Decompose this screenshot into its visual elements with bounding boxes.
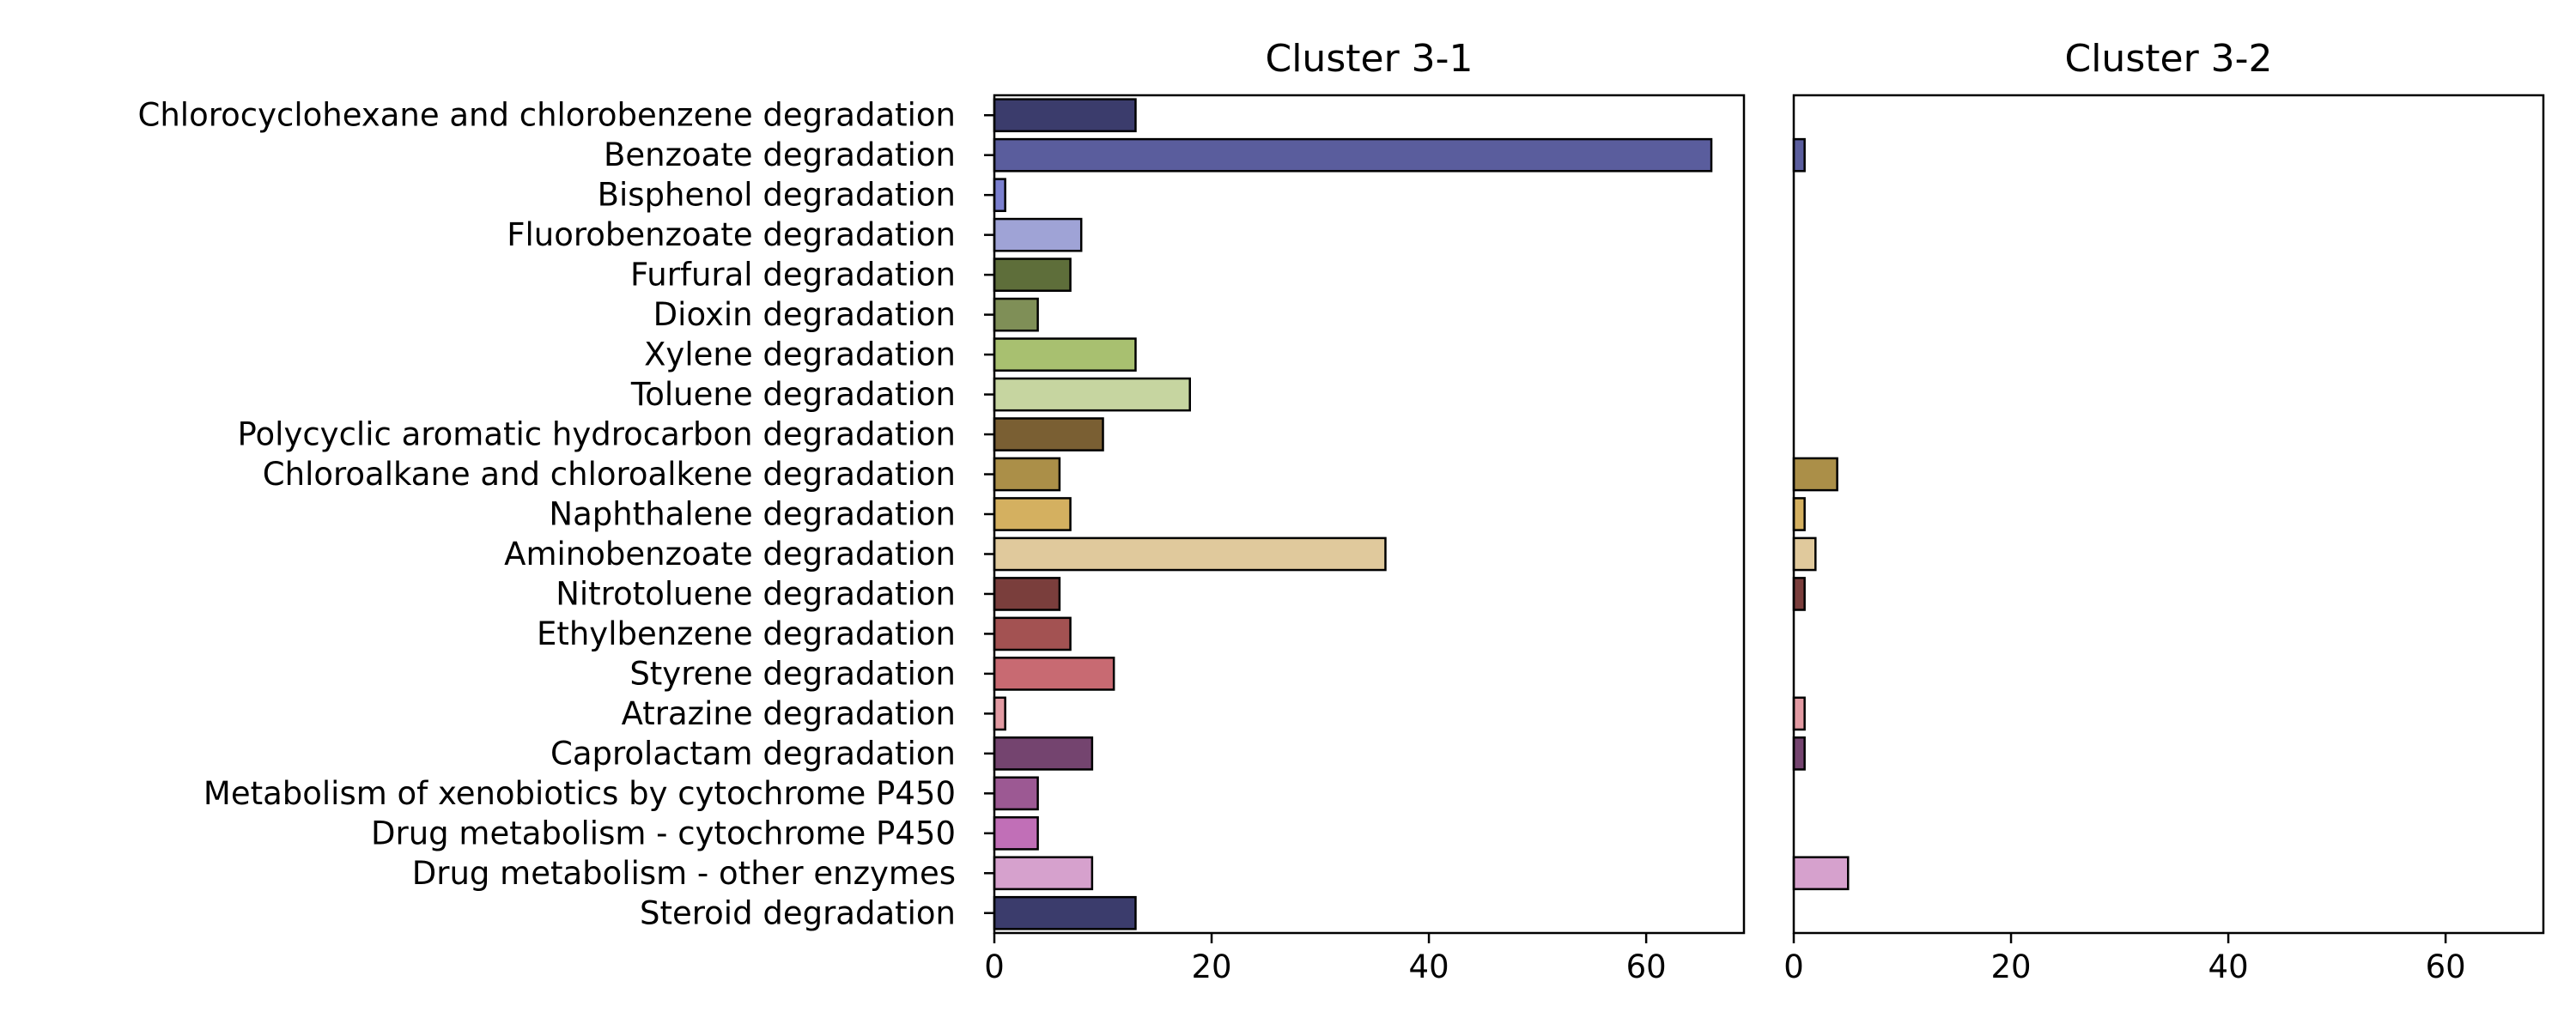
category-label-bisphenol-degradation: Bisphenol degradation xyxy=(598,177,956,214)
bar-fluorobenzoate-degradation xyxy=(993,217,1083,252)
panel-cluster-3-1: Cluster 3-1 0 20 40 60 xyxy=(984,37,1746,985)
bar-toluene-degradation xyxy=(993,377,1191,412)
bar-polycyclic-aromatic-hydrocarbon-degradation xyxy=(993,417,1104,451)
bar-nitrotoluene-degradation xyxy=(1792,577,1806,611)
bar-drug-metabolism-cytochrome-p450 xyxy=(993,815,1039,851)
category-label-drug-metabolism-cytochrome-p450: Drug metabolism - cytochrome P450 xyxy=(371,815,956,851)
category-label-atrazine-degradation: Atrazine degradation xyxy=(622,695,956,732)
panel-cluster-3-2: Cluster 3-2 0 20 40 60 xyxy=(1783,37,2545,985)
category-label-benzoate-degradation: Benzoate degradation xyxy=(604,136,956,173)
category-label-fluorobenzoate-degradation: Fluorobenzoate degradation xyxy=(507,216,956,253)
category-label-furfural-degradation: Furfural degradation xyxy=(630,257,956,294)
category-label-drug-metabolism-other-enzymes: Drug metabolism - other enzymes xyxy=(412,855,956,892)
category-label-styrene-degradation: Styrene degradation xyxy=(629,655,956,692)
x-tick-label: 60 xyxy=(1626,948,1667,985)
bar-naphthalene-degradation xyxy=(993,497,1072,531)
category-label-steroid-degradation: Steroid degradation xyxy=(640,894,956,931)
bar-atrazine-degradation xyxy=(1792,696,1806,731)
bar-ethylbenzene-degradation xyxy=(993,616,1072,651)
axes-frame xyxy=(993,94,1746,935)
bar-naphthalene-degradation xyxy=(1792,497,1806,531)
category-label-caprolactam-degradation: Caprolactam degradation xyxy=(550,735,956,772)
bar-aminobenzoate-degradation xyxy=(993,536,1387,572)
panel-title: Cluster 3-2 xyxy=(2064,37,2272,81)
category-label-dioxin-degradation: Dioxin degradation xyxy=(653,296,956,333)
bar-chloroalkane-and-chloroalkene-degradation xyxy=(993,457,1061,492)
bar-nitrotoluene-degradation xyxy=(993,577,1061,611)
bar-chloroalkane-and-chloroalkene-degradation xyxy=(1792,457,1838,492)
x-tick-label: 40 xyxy=(2208,948,2249,985)
bar-drug-metabolism-other-enzymes xyxy=(1792,856,1850,891)
bar-bisphenol-degradation xyxy=(993,178,1006,213)
category-label-metabolism-of-xenobiotics-by-cytochrome-p450: Metabolism of xenobiotics by cytochrome … xyxy=(204,775,956,812)
bar-chlorocyclohexane-and-chlorobenzene-degradation xyxy=(993,98,1137,133)
x-tick-label: 0 xyxy=(1783,948,1804,985)
category-label-naphthalene-degradation: Naphthalene degradation xyxy=(549,496,956,533)
x-tick-label: 20 xyxy=(1191,948,1231,985)
x-tick-label: 40 xyxy=(1409,948,1449,985)
bar-benzoate-degradation xyxy=(993,137,1713,173)
bar-drug-metabolism-other-enzymes xyxy=(993,856,1094,891)
x-tick-label: 60 xyxy=(2426,948,2466,985)
bar-atrazine-degradation xyxy=(993,696,1006,731)
bar-benzoate-degradation xyxy=(1792,137,1806,173)
category-label-xylene-degradation: Xylene degradation xyxy=(644,336,956,373)
bar-styrene-degradation xyxy=(993,657,1115,691)
panel-title: Cluster 3-1 xyxy=(1265,37,1473,81)
bar-metabolism-of-xenobiotics-by-cytochrome-p450 xyxy=(993,776,1039,811)
bar-steroid-degradation xyxy=(993,895,1137,930)
bar-dioxin-degradation xyxy=(993,297,1039,332)
x-tick-label: 0 xyxy=(984,948,1005,985)
category-label-chloroalkane-and-chloroalkene-degradation: Chloroalkane and chloroalkene degradatio… xyxy=(263,456,956,493)
category-label-toluene-degradation: Toluene degradation xyxy=(630,376,956,413)
x-tick-label: 20 xyxy=(1990,948,2031,985)
category-labels: Chlorocyclohexane and chlorobenzene degr… xyxy=(138,97,994,931)
category-label-chlorocyclohexane-and-chlorobenzene-degradation: Chlorocyclohexane and chlorobenzene degr… xyxy=(138,97,956,134)
bar-caprolactam-degradation xyxy=(1792,736,1806,771)
category-label-nitrotoluene-degradation: Nitrotoluene degradation xyxy=(556,575,956,612)
axes-frame xyxy=(1792,94,2545,935)
bar-caprolactam-degradation xyxy=(993,736,1094,771)
category-label-aminobenzoate-degradation: Aminobenzoate degradation xyxy=(504,536,956,573)
category-label-polycyclic-aromatic-hydrocarbon-degradation: Polycyclic aromatic hydrocarbon degradat… xyxy=(238,416,956,453)
bar-xylene-degradation xyxy=(993,337,1137,372)
bar-aminobenzoate-degradation xyxy=(1792,536,1817,572)
bar-furfural-degradation xyxy=(993,258,1072,292)
category-label-ethylbenzene-degradation: Ethylbenzene degradation xyxy=(537,615,956,652)
